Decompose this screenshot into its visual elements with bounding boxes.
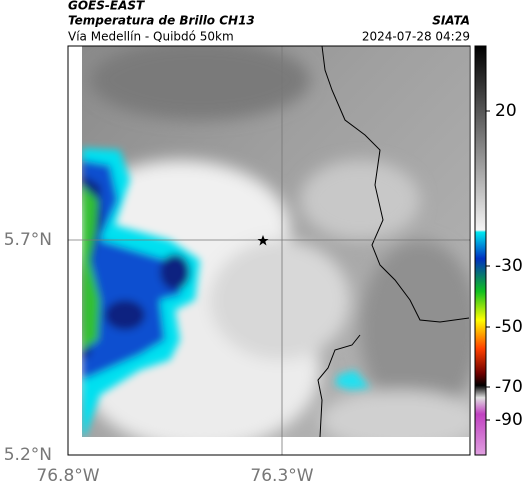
y-tick-label: 5.7°N [4, 230, 52, 250]
city-marker [257, 235, 269, 246]
colorbar-tick-label: -90 [495, 410, 523, 430]
map-frame [67, 45, 471, 456]
colorbar-tick-label: -30 [495, 256, 523, 276]
datetime: 2024-07-28 04:29 [362, 30, 470, 44]
colorbar-ticks [486, 110, 490, 421]
colorbar [474, 45, 487, 456]
title: GOES-EAST [68, 0, 145, 13]
y-tick-label: 5.2°N [4, 445, 52, 465]
x-tick-label: 76.3°W [250, 466, 313, 486]
colorbar-tick-label: -70 [495, 377, 523, 397]
subtitle: Temperatura de Brillo CH13 [68, 14, 255, 28]
colorbar-tick-label: 20 [495, 101, 517, 121]
satellite-image [82, 46, 469, 437]
x-tick-label: 76.8°W [36, 466, 99, 486]
colorbar-tick-label: -50 [495, 317, 523, 337]
route: Vía Medellín - Quibdó 50km [68, 30, 234, 44]
source: SIATA [432, 14, 470, 28]
